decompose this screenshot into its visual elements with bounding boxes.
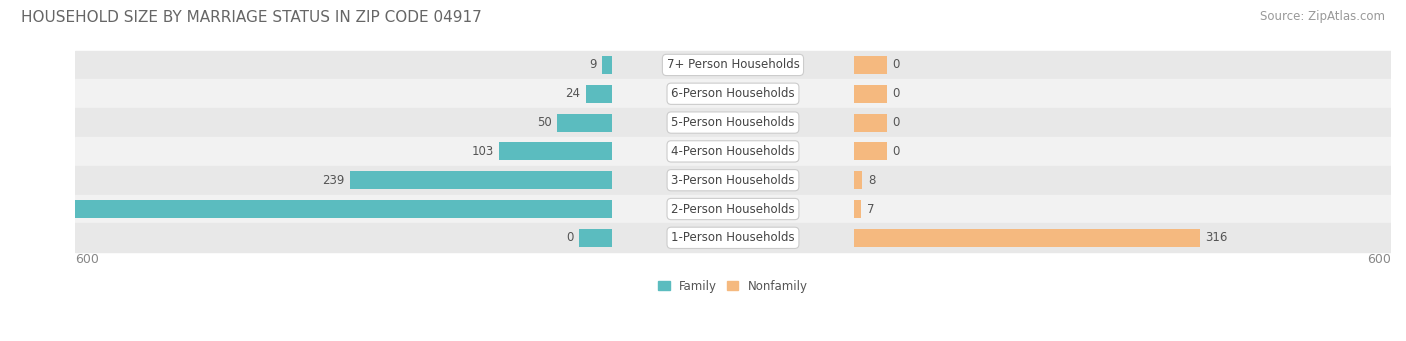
Bar: [853, 85, 887, 103]
Bar: [75, 137, 1391, 166]
Bar: [853, 200, 862, 218]
Text: 239: 239: [322, 174, 344, 187]
Bar: [75, 166, 1391, 195]
Bar: [853, 229, 1201, 247]
Bar: [853, 56, 887, 74]
Bar: [853, 114, 887, 132]
Text: 0: 0: [891, 87, 900, 100]
Text: 3-Person Households: 3-Person Households: [671, 174, 794, 187]
Text: 4-Person Households: 4-Person Households: [671, 145, 794, 158]
Text: 0: 0: [891, 116, 900, 129]
Bar: [499, 143, 613, 160]
Legend: Family, Nonfamily: Family, Nonfamily: [658, 280, 808, 293]
Bar: [75, 108, 1391, 137]
Text: 8: 8: [868, 174, 876, 187]
Text: 564: 564: [3, 203, 27, 216]
Text: 7: 7: [866, 203, 875, 216]
Bar: [602, 56, 613, 74]
Text: 600: 600: [75, 253, 98, 266]
Bar: [75, 79, 1391, 108]
Text: 103: 103: [471, 145, 494, 158]
Bar: [75, 223, 1391, 252]
Bar: [558, 114, 613, 132]
Text: HOUSEHOLD SIZE BY MARRIAGE STATUS IN ZIP CODE 04917: HOUSEHOLD SIZE BY MARRIAGE STATUS IN ZIP…: [21, 10, 482, 25]
Text: 24: 24: [565, 87, 581, 100]
Text: 50: 50: [537, 116, 553, 129]
Bar: [586, 85, 613, 103]
Text: Source: ZipAtlas.com: Source: ZipAtlas.com: [1260, 10, 1385, 23]
Bar: [579, 229, 613, 247]
Text: 0: 0: [567, 231, 574, 244]
Text: 1-Person Households: 1-Person Households: [671, 231, 794, 244]
Text: 5-Person Households: 5-Person Households: [671, 116, 794, 129]
Bar: [0, 200, 613, 218]
Text: 2-Person Households: 2-Person Households: [671, 203, 794, 216]
Bar: [75, 195, 1391, 223]
Bar: [350, 171, 613, 189]
Bar: [75, 50, 1391, 79]
Text: 9: 9: [589, 58, 598, 72]
Text: 0: 0: [891, 145, 900, 158]
Text: 6-Person Households: 6-Person Households: [671, 87, 794, 100]
Text: 600: 600: [1367, 253, 1391, 266]
Text: 0: 0: [891, 58, 900, 72]
Bar: [853, 171, 862, 189]
Text: 7+ Person Households: 7+ Person Households: [666, 58, 800, 72]
Bar: [853, 143, 887, 160]
Text: 316: 316: [1206, 231, 1227, 244]
